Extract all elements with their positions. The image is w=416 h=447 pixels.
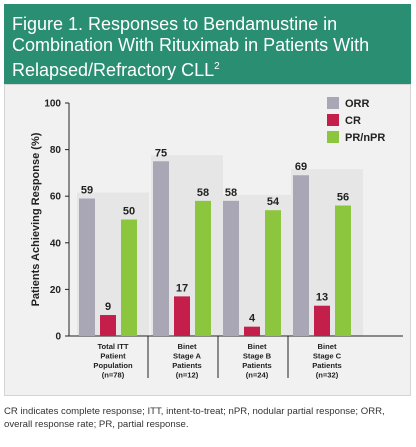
data-label: 9 xyxy=(105,301,111,313)
figure-title-text: Figure 1. Responses to Bendamustine in C… xyxy=(12,14,370,80)
bar-orr xyxy=(153,161,169,336)
data-label: 17 xyxy=(176,282,188,294)
data-label: 54 xyxy=(267,196,280,208)
bar-prnpr xyxy=(121,219,137,336)
x-tick-label: Stage B xyxy=(243,352,272,361)
data-label: 50 xyxy=(123,206,135,218)
bar-cr xyxy=(244,326,260,336)
bar-prnpr xyxy=(265,210,281,336)
bar-prnpr xyxy=(195,200,211,336)
x-tick-label: Stage C xyxy=(313,352,342,361)
bar-cr xyxy=(174,296,190,336)
data-label: 59 xyxy=(81,185,93,197)
figure-title-superscript: 2 xyxy=(214,61,220,72)
x-tick-label: (n=12) xyxy=(176,371,199,380)
bar-orr xyxy=(223,200,239,336)
bar-orr xyxy=(79,198,95,336)
legend-swatch xyxy=(327,114,339,126)
bar-chart: 0 20 40 60 80 100 Patients Achieving Response … xyxy=(30,97,403,380)
x-tick-label: Binet xyxy=(248,342,267,351)
y-tick-label: 100 xyxy=(44,99,61,110)
x-tick-label: Total ITT xyxy=(97,342,128,351)
data-label: 13 xyxy=(316,292,328,304)
y-tick-label: 80 xyxy=(50,145,62,156)
y-tick-label: 40 xyxy=(50,238,62,249)
legend-label: CR xyxy=(345,115,361,127)
bar-orr xyxy=(293,175,309,336)
legend-label: PR/nPR xyxy=(345,132,385,144)
x-tick-label: (n=32) xyxy=(316,371,339,380)
legend-swatch xyxy=(327,131,339,143)
x-tick-label: Binet xyxy=(178,342,197,351)
bar-cr xyxy=(314,305,330,336)
x-tick-label: Population xyxy=(93,361,133,370)
data-label: 58 xyxy=(225,187,237,199)
data-label: 58 xyxy=(197,187,209,199)
chart-panel: 0 20 40 60 80 100 Patients Achieving Response … xyxy=(4,84,411,396)
x-tick-label: Stage A xyxy=(173,352,202,361)
x-tick-label: Patient xyxy=(100,352,126,361)
data-label: 75 xyxy=(155,147,167,159)
x-tick-label: (n=78) xyxy=(102,371,125,380)
bar-cr xyxy=(100,315,116,336)
x-tick-label: Patients xyxy=(172,361,202,370)
x-tick-label: Binet xyxy=(318,342,337,351)
y-axis-label: Patients Achieving Response (%) xyxy=(30,132,42,306)
data-label: 56 xyxy=(337,192,349,204)
legend-label: ORR xyxy=(345,98,370,110)
y-tick-label: 60 xyxy=(50,192,62,203)
data-label: 69 xyxy=(295,161,307,173)
data-label: 4 xyxy=(249,313,256,325)
figure-header: Figure 1. Responses to Bendamustine in C… xyxy=(4,4,411,84)
x-tick-label: Patients xyxy=(312,361,342,370)
x-tick-label: (n=24) xyxy=(246,371,269,380)
figure-title: Figure 1. Responses to Bendamustine in C… xyxy=(12,14,401,81)
y-tick-label: 20 xyxy=(50,285,62,296)
figure-caption: CR indicates complete response; ITT, int… xyxy=(4,406,385,430)
x-tick-label: Patients xyxy=(242,361,272,370)
legend-swatch xyxy=(327,97,339,109)
y-tick-label: 0 xyxy=(55,332,61,343)
bar-prnpr xyxy=(335,205,351,336)
